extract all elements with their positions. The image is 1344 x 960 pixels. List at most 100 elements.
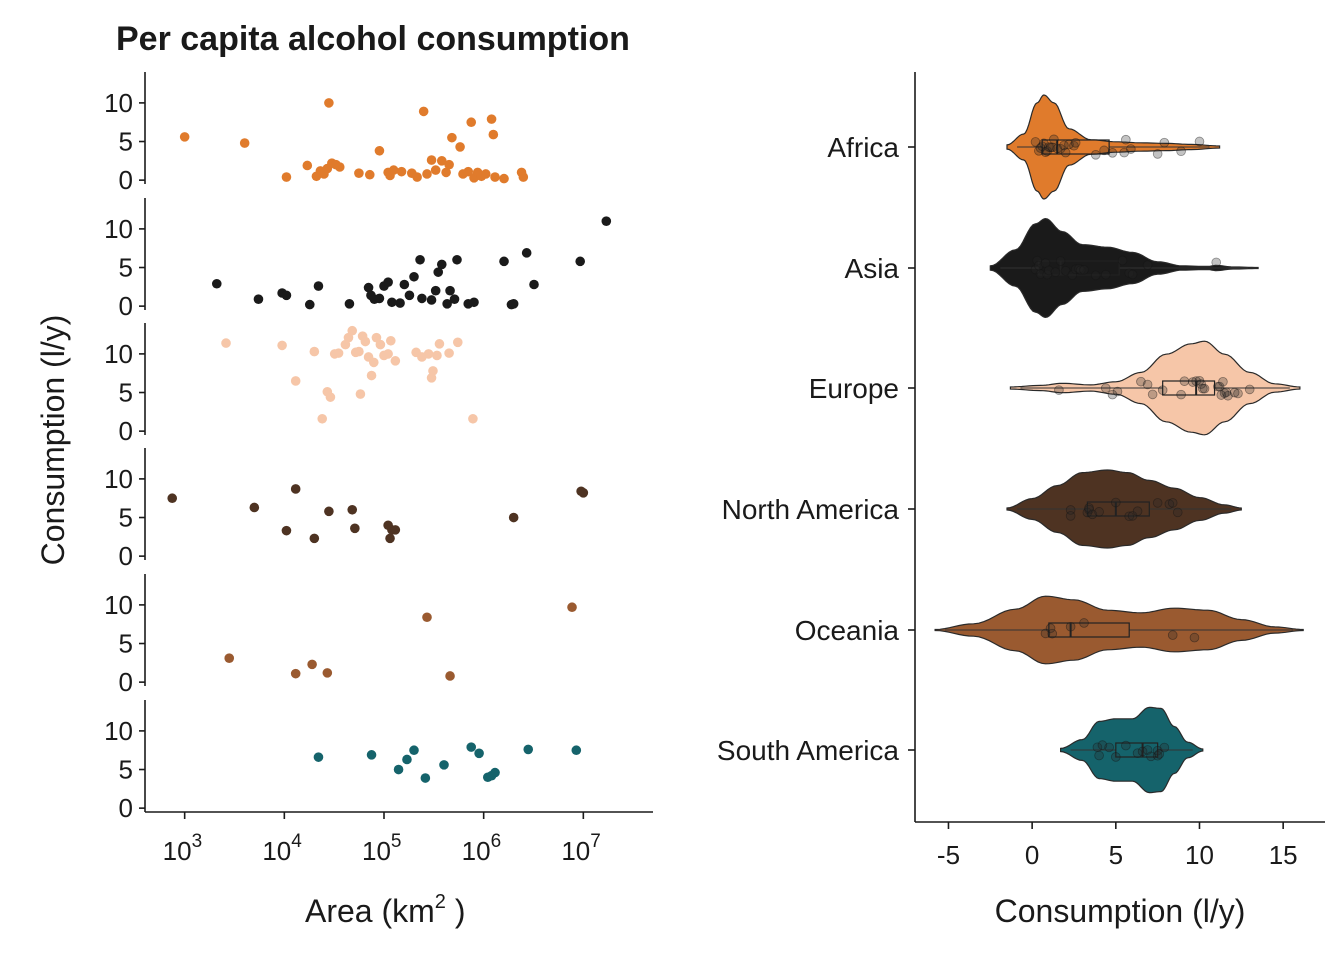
data-point-south-america xyxy=(571,745,582,756)
data-point-north-america xyxy=(508,512,519,523)
jitter-point xyxy=(1030,264,1041,275)
data-point-europe xyxy=(355,389,366,399)
jitter-point xyxy=(1040,147,1051,157)
y-tick-label: 0 xyxy=(119,165,133,195)
jitter-point xyxy=(1044,265,1054,276)
data-point-africa xyxy=(324,98,334,108)
data-point-oceania xyxy=(322,668,333,678)
category-label: South America xyxy=(717,735,900,766)
data-point-asia xyxy=(452,254,462,265)
y-tick-label: 5 xyxy=(119,629,133,659)
violin-oceania: Oceania xyxy=(795,595,1304,665)
data-point-south-america xyxy=(523,744,534,755)
data-point-africa xyxy=(441,167,451,178)
jitter-point xyxy=(1055,143,1066,154)
data-point-europe xyxy=(277,340,287,351)
jitter-point xyxy=(1127,269,1138,280)
data-point-south-america xyxy=(490,767,500,778)
y-tick-label: 10 xyxy=(104,464,133,494)
y-tick-label: 0 xyxy=(119,541,133,571)
jitter-point xyxy=(1159,137,1170,148)
y-tick-label: 0 xyxy=(119,416,133,446)
jitter-point xyxy=(1099,145,1109,156)
box-iqr xyxy=(1041,139,1110,155)
violin-shape xyxy=(1060,706,1204,794)
jitter-point xyxy=(1065,511,1076,521)
data-point-asia xyxy=(575,256,585,267)
data-point-south-america xyxy=(474,748,484,759)
x-tick-label: 0 xyxy=(1025,840,1039,870)
data-point-north-america xyxy=(281,525,292,536)
data-point-africa xyxy=(463,166,474,177)
data-point-south-america xyxy=(313,752,324,762)
jitter-point xyxy=(1136,376,1146,387)
jitter-point xyxy=(1127,511,1138,521)
jitter-point xyxy=(1194,136,1205,147)
jitter-point xyxy=(1042,269,1053,280)
jitter-point xyxy=(1070,138,1081,148)
data-point-africa xyxy=(455,142,465,152)
jitter-point xyxy=(1213,381,1223,392)
jitter-point xyxy=(1142,379,1153,390)
jitter-point xyxy=(1055,256,1066,266)
data-point-oceania xyxy=(290,668,301,679)
y-tick-label: 0 xyxy=(119,793,133,823)
scatter-x-axis: 103 104 105 106 107 xyxy=(145,811,653,866)
jitter-point xyxy=(1092,742,1103,753)
data-point-asia xyxy=(508,299,519,309)
data-point-africa xyxy=(444,159,454,170)
jitter-point xyxy=(1049,134,1059,145)
data-point-africa xyxy=(488,129,499,140)
violin-south-america: South America xyxy=(717,706,1204,794)
jitter-point xyxy=(1107,148,1118,158)
box-iqr xyxy=(1086,501,1150,517)
scatter-panels: 0 5 10 0 5 10 0 5 10 0 5 10 0 5 10 0 5 10 xyxy=(104,72,612,823)
data-point-africa xyxy=(447,132,457,143)
jitter-point xyxy=(1060,147,1071,158)
data-point-north-america xyxy=(167,493,178,504)
chart-title: Per capita alcohol consumption xyxy=(116,20,630,58)
jitter-point xyxy=(1191,376,1201,386)
data-point-asia xyxy=(415,254,425,265)
jitter-point xyxy=(1119,147,1129,158)
jitter-point xyxy=(1034,260,1044,271)
jitter-point xyxy=(1047,142,1058,153)
jitter-point xyxy=(1040,628,1051,639)
jitter-point xyxy=(1059,140,1069,151)
data-point-asia xyxy=(417,293,427,304)
data-point-europe xyxy=(368,357,379,368)
jitter-point xyxy=(1104,742,1114,753)
data-point-europe xyxy=(468,413,478,424)
jitter-point xyxy=(1216,390,1227,400)
data-point-asia xyxy=(374,293,385,304)
violin-panel: -5 0 5 10 15 Africa Asia Europe North America Oce… xyxy=(717,72,1325,870)
jitter-point xyxy=(1132,748,1143,758)
category-label: Oceania xyxy=(795,615,900,646)
data-point-asia xyxy=(363,282,374,293)
jitter-point xyxy=(1147,389,1158,400)
jitter-point xyxy=(1172,507,1183,518)
data-point-asia xyxy=(499,256,509,267)
x-tick-label: 104 xyxy=(262,831,302,866)
jitter-point xyxy=(1154,749,1165,759)
x-tick-label: 5 xyxy=(1109,840,1123,870)
jitter-point xyxy=(1167,630,1178,640)
data-point-oceania xyxy=(445,671,455,681)
data-point-europe xyxy=(360,336,371,347)
jitter-point xyxy=(1035,143,1046,153)
data-point-africa xyxy=(396,166,407,177)
scatter-panel-oceania: 0 5 10 xyxy=(104,574,577,697)
data-point-africa xyxy=(426,155,437,165)
data-point-north-america xyxy=(309,533,320,544)
violin-x-axis-label: Consumption (l/y) xyxy=(995,893,1246,929)
data-point-europe xyxy=(375,339,386,350)
data-point-europe xyxy=(333,348,344,358)
jitter-point xyxy=(1065,621,1076,632)
data-point-africa xyxy=(518,172,529,182)
jitter-point xyxy=(1146,751,1156,762)
data-point-africa xyxy=(374,145,385,156)
data-point-africa xyxy=(388,165,399,175)
data-point-asia xyxy=(253,294,264,304)
box-iqr xyxy=(1115,742,1159,758)
jitter-point xyxy=(1179,376,1190,386)
